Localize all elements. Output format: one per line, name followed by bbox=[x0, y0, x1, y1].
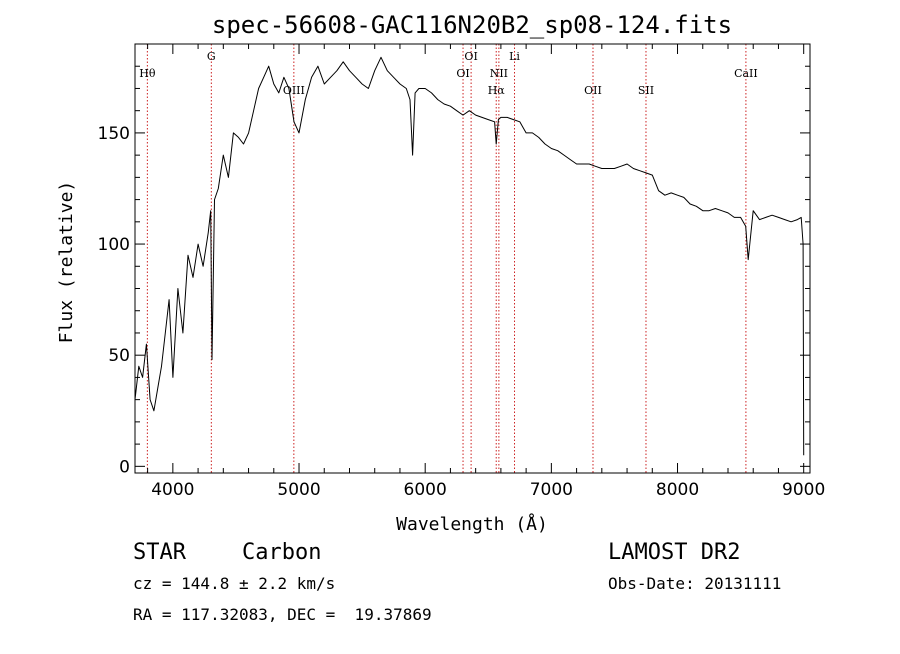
axis-ticks-layer: 4000 5000 6000 7000 8000 9000 0 50 100 150 bbox=[98, 44, 825, 500]
spectrum-series-layer bbox=[134, 56, 805, 456]
x-tick-label: 7000 bbox=[530, 480, 573, 500]
object-class: STAR bbox=[133, 540, 187, 565]
observation-date: Obs-Date: 20131111 bbox=[608, 574, 781, 593]
y-tick-label: 50 bbox=[108, 346, 130, 366]
spectral-line-label: CaII bbox=[734, 67, 758, 80]
x-tick-label: 8000 bbox=[656, 480, 699, 500]
spectral-line-label: G bbox=[207, 50, 216, 63]
x-tick-label: 4000 bbox=[151, 480, 194, 500]
y-tick-label: 150 bbox=[98, 124, 130, 144]
x-tick-label: 9000 bbox=[782, 480, 825, 500]
coordinates: RA = 117.32083, DEC = 19.37869 bbox=[133, 605, 432, 624]
plot-frame bbox=[134, 43, 811, 474]
spectral-line-label: Hα bbox=[488, 84, 506, 97]
survey-name: LAMOST DR2 bbox=[608, 540, 740, 565]
chart-title: spec-56608-GAC116N20B2_sp08-124.fits bbox=[212, 11, 732, 39]
spectral-line-label: OI bbox=[456, 67, 469, 80]
x-tick-label: 6000 bbox=[404, 480, 447, 500]
spectral-line-label: OII bbox=[584, 84, 602, 97]
spectral-line-label: NII bbox=[490, 67, 508, 80]
spectral-line-label: OIII bbox=[283, 84, 305, 97]
spectral-line-label: SII bbox=[638, 84, 654, 97]
x-tick-label: 5000 bbox=[277, 480, 320, 500]
spectral-line-label: Hθ bbox=[139, 67, 156, 80]
object-subclass: Carbon bbox=[242, 540, 321, 565]
y-tick-label: 0 bbox=[119, 457, 130, 477]
spectral-line-label: OI bbox=[464, 50, 477, 63]
y-axis-label: Flux (relative) bbox=[56, 181, 77, 344]
y-tick-label: 100 bbox=[98, 235, 130, 255]
spectrum-series-line bbox=[134, 56, 805, 456]
info-panel: STAR Carbon LAMOST DR2 cz = 144.8 ± 2.2 … bbox=[133, 540, 781, 624]
redshift-value: cz = 144.8 ± 2.2 km/s bbox=[133, 574, 335, 593]
x-axis-label: Wavelength (Å) bbox=[396, 513, 548, 535]
spectral-line-label: Li bbox=[509, 50, 520, 63]
